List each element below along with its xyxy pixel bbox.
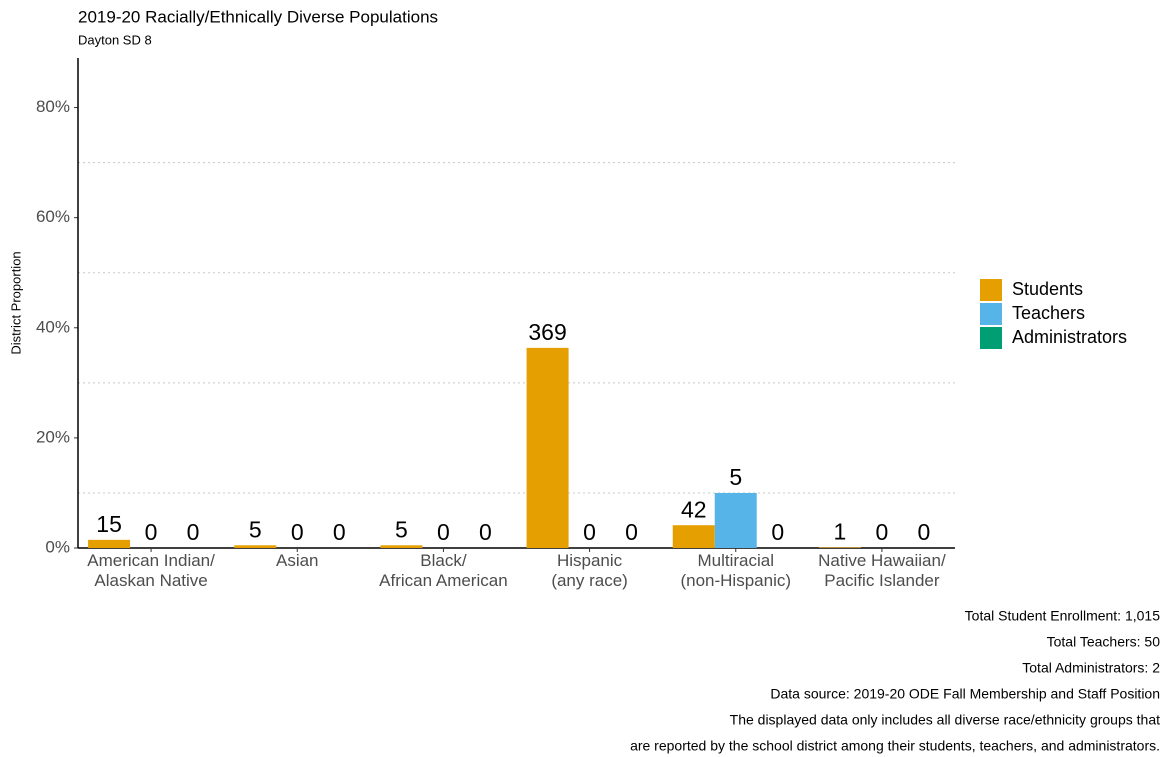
x-tick-label: American Indian/Alaskan Native xyxy=(87,551,215,590)
legend-swatch xyxy=(980,327,1002,349)
x-tick-label-line: (any race) xyxy=(551,571,628,590)
footnote: Total Student Enrollment: 1,015 xyxy=(965,608,1161,624)
value-label: 0 xyxy=(876,519,889,545)
legend-swatch xyxy=(980,303,1002,325)
legend-label: Students xyxy=(1012,279,1083,299)
legend-swatch xyxy=(980,279,1002,301)
x-tick-label: Native Hawaiian/Pacific Islander xyxy=(818,551,946,590)
bar xyxy=(818,547,861,548)
x-tick-label-line: Pacific Islander xyxy=(824,571,940,590)
footnote: are reported by the school district amon… xyxy=(630,738,1160,754)
y-tick-label: 80% xyxy=(36,97,70,116)
value-label: 15 xyxy=(96,511,122,537)
footnote: Total Teachers: 50 xyxy=(1047,634,1161,650)
value-label: 0 xyxy=(333,519,346,545)
x-tick-label-line: Alaskan Native xyxy=(94,571,207,590)
x-tick-label: Hispanic (any race) xyxy=(551,551,628,590)
x-tick-label-line: Black/ xyxy=(420,551,467,570)
x-tick-label-line: Hispanic xyxy=(557,551,623,570)
value-label: 0 xyxy=(291,519,304,545)
y-tick-label: 0% xyxy=(45,537,70,556)
x-tick-label-line: Native Hawaiian/ xyxy=(818,551,946,570)
footnote: Data source: 2019-20 ODE Fall Membership… xyxy=(770,686,1160,702)
bar xyxy=(672,525,715,548)
footnote: Total Administrators: 2 xyxy=(1022,660,1160,676)
x-tick-label-line: African American xyxy=(379,571,508,590)
footnote: The displayed data only includes all div… xyxy=(730,712,1160,728)
y-tick-label: 40% xyxy=(36,317,70,336)
value-label: 5 xyxy=(395,516,408,542)
value-label: 42 xyxy=(681,496,707,522)
value-label: 1 xyxy=(834,519,847,545)
value-label: 0 xyxy=(187,519,200,545)
value-label: 369 xyxy=(528,319,566,345)
bar xyxy=(526,347,569,548)
x-tick-label-line: Asian xyxy=(276,551,319,570)
x-tick-label-line: Multiracial xyxy=(697,551,774,570)
value-label: 0 xyxy=(145,519,158,545)
value-label: 5 xyxy=(729,464,742,490)
x-tick-label: Asian xyxy=(276,551,319,570)
bar xyxy=(380,545,423,548)
x-tick-label: Multiracial (non-Hispanic) xyxy=(680,551,791,590)
chart-title: 2019-20 Racially/Ethnically Diverse Popu… xyxy=(78,7,438,26)
x-tick-label: Black/African American xyxy=(379,551,508,590)
y-axis-label: District Proportion xyxy=(8,251,23,354)
y-tick-label: 20% xyxy=(36,427,70,446)
bar xyxy=(234,545,277,548)
value-label: 0 xyxy=(583,519,596,545)
x-tick-label-line: American Indian/ xyxy=(87,551,215,570)
value-label: 0 xyxy=(479,519,492,545)
x-tick-label-line: (non-Hispanic) xyxy=(680,571,791,590)
legend-label: Administrators xyxy=(1012,327,1127,347)
value-label: 0 xyxy=(771,519,784,545)
y-tick-label: 60% xyxy=(36,207,70,226)
bar xyxy=(88,539,131,548)
value-label: 0 xyxy=(918,519,931,545)
value-label: 0 xyxy=(625,519,638,545)
bar xyxy=(714,492,757,548)
value-label: 0 xyxy=(437,519,450,545)
chart-subtitle: Dayton SD 8 xyxy=(78,32,152,47)
legend-label: Teachers xyxy=(1012,303,1085,323)
value-label: 5 xyxy=(249,516,262,542)
